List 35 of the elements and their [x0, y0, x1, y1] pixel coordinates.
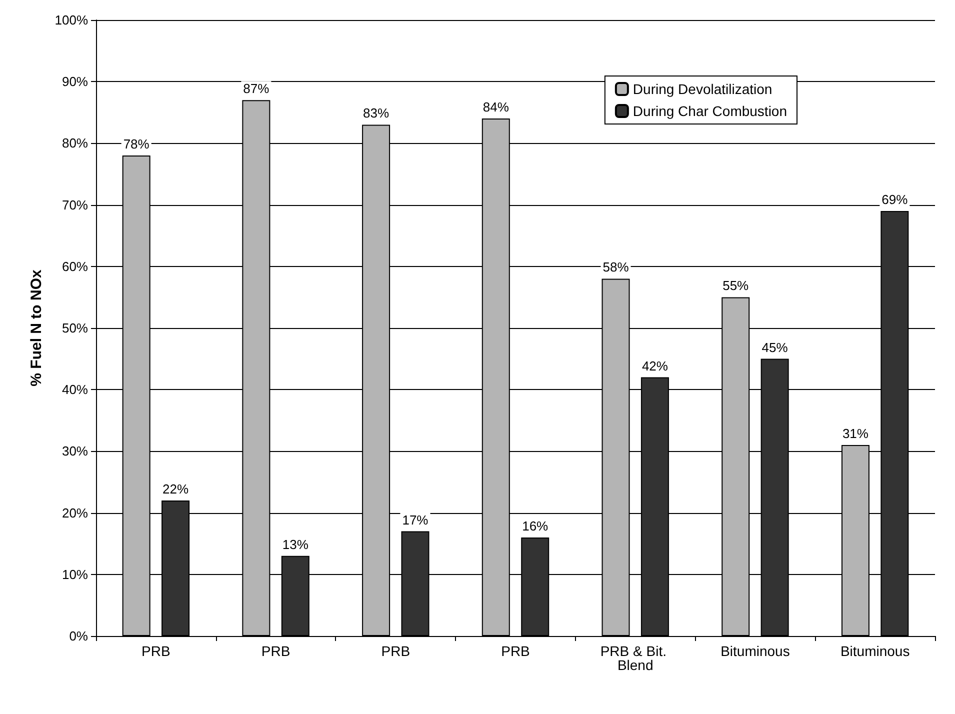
x-tick-label: PRB & Bit. Blend	[600, 643, 670, 673]
y-tick-label: 30%	[62, 444, 88, 459]
x-tick-label: Bituminous	[840, 643, 910, 659]
x-tick-label: Bituminous	[720, 643, 790, 659]
y-tick-label: 100%	[54, 12, 88, 28]
data-label: 69%	[882, 192, 908, 207]
y-tick-label: 80%	[62, 136, 88, 151]
y-tick-label: 0%	[69, 628, 88, 644]
y-tick-label: 60%	[62, 258, 88, 274]
y-tick-label: 10%	[62, 566, 88, 582]
x-tick-label: PRB	[142, 643, 170, 659]
y-tick-label: 50%	[62, 320, 88, 336]
data-label: 55%	[722, 278, 750, 294]
x-tick-label: PRB	[261, 643, 290, 659]
x-tick-label: PRB	[381, 643, 410, 659]
x-tick-label: PRB	[501, 643, 530, 659]
data-label: 84%	[482, 100, 510, 115]
y-tick-label: 90%	[62, 74, 88, 90]
data-label: 78%	[123, 136, 150, 152]
data-label: 83%	[363, 106, 390, 121]
data-label: 58%	[602, 260, 630, 275]
data-label: 22%	[162, 481, 189, 496]
y-tick-label: 40%	[62, 382, 88, 398]
data-label: 17%	[402, 512, 429, 528]
data-label: 45%	[762, 340, 788, 355]
y-tick-label: 20%	[62, 505, 88, 520]
data-label: 13%	[282, 536, 309, 552]
data-label: 16%	[522, 518, 549, 534]
data-label: 42%	[642, 358, 668, 374]
y-axis-title: % Fuel N to NOx	[28, 269, 45, 386]
data-label: 31%	[842, 426, 869, 442]
y-tick-label: 70%	[62, 197, 88, 212]
data-label: 87%	[243, 81, 270, 96]
legend-label: During Devolatilization	[632, 81, 772, 97]
legend-label: During Char Combustion	[632, 103, 788, 119]
